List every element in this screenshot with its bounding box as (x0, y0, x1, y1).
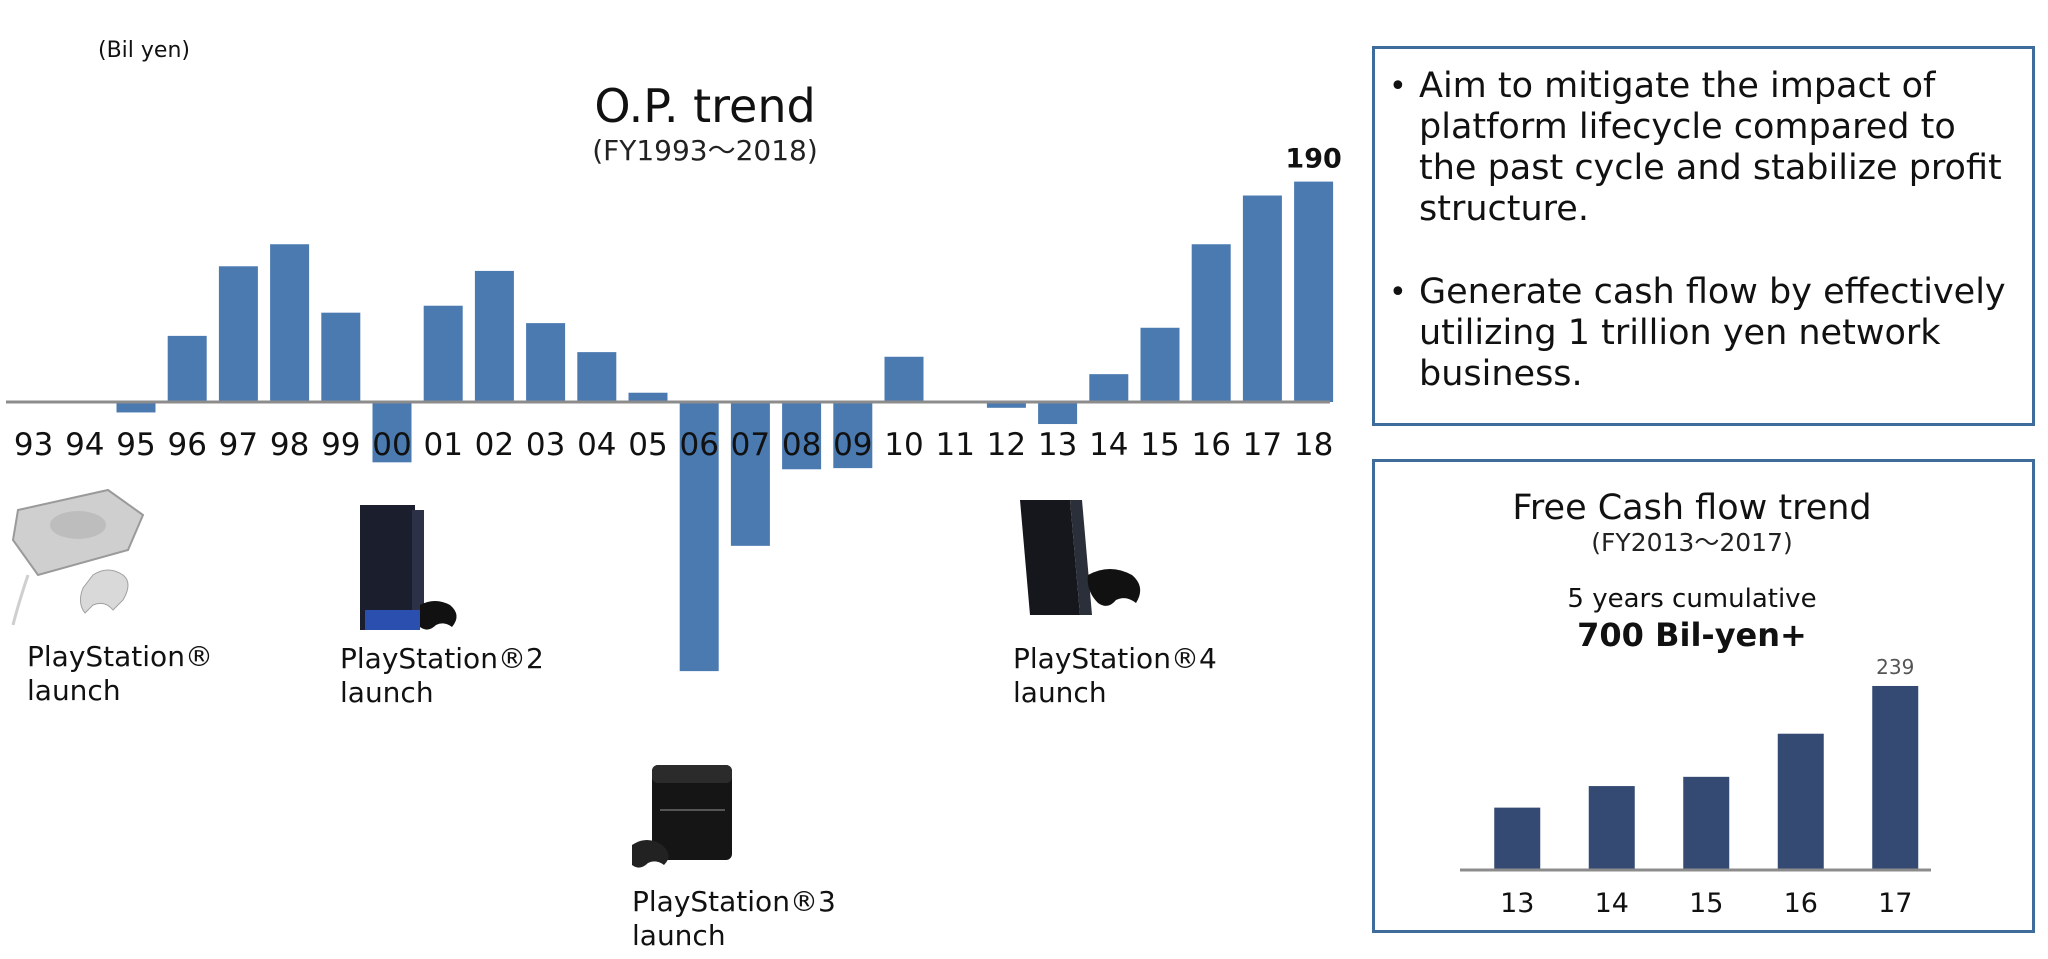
op-bar-08 (782, 402, 822, 470)
op-tick-label: 97 (219, 427, 258, 463)
op-bar-97 (218, 266, 258, 402)
op-tick-label: 96 (167, 427, 206, 463)
op-bar-00 (372, 402, 412, 463)
op-tick-label: 94 (65, 427, 104, 463)
fcf-bar-16 (1777, 733, 1824, 870)
ps1-console-icon (11, 488, 145, 626)
op-tick-label: 16 (1191, 427, 1230, 463)
op-tick-label: 93 (14, 427, 53, 463)
fcf-tick-label: 16 (1784, 888, 1818, 919)
fcf-bar-17 (1872, 685, 1919, 870)
ps4-console-icon (1020, 500, 1141, 615)
op-tick-label: 09 (833, 427, 872, 463)
op-bar-96 (167, 335, 207, 402)
op-tick-label: 00 (372, 427, 411, 463)
bullet-dot-icon: • (1389, 69, 1407, 104)
op-chart-subtitle: (FY1993～2018) (592, 134, 818, 167)
op-tick-label: 07 (731, 427, 770, 463)
ps4-launch-label: PlayStation®4 launch (1013, 642, 1217, 709)
fcf-tick-label: 13 (1500, 888, 1534, 919)
bullet-text: Generate cash flow by effectively utiliz… (1419, 272, 2006, 394)
ps3-console-icon (632, 765, 732, 868)
ps2-launch-label: PlayStation®2 launch (340, 642, 544, 709)
op-tick-label: 11 (935, 427, 974, 463)
strategy-bullets-box: • Aim to mitigate the impact of platform… (1372, 46, 2035, 426)
fcf-tick-label: 17 (1878, 888, 1912, 919)
op-tick-label: 03 (526, 427, 565, 463)
op-tick-label: 14 (1089, 427, 1128, 463)
op-bar-16 (1191, 244, 1231, 402)
op-bar-95 (116, 402, 156, 413)
op-tick-label: 05 (628, 427, 667, 463)
op-tick-label: 15 (1140, 427, 1179, 463)
op-tick-label: 18 (1294, 427, 1333, 463)
op-tick-label: 99 (321, 427, 360, 463)
fcf-data-label: 239 (1876, 655, 1914, 679)
op-tick-label: 12 (987, 427, 1026, 463)
op-tick-label: 08 (782, 427, 821, 463)
bullet-item: • Aim to mitigate the impact of platform… (1389, 66, 2019, 230)
fcf-cumulative-value: 700 Bil-yen+ (1577, 616, 1807, 654)
op-bar-07 (730, 402, 770, 546)
fcf-bar-13 (1494, 807, 1541, 870)
op-bar-13 (1038, 402, 1078, 425)
op-tick-label: 17 (1243, 427, 1282, 463)
op-bar-17 (1242, 195, 1282, 402)
op-bar-06 (679, 402, 719, 672)
op-chart-title: O.P. trend (594, 79, 815, 133)
op-bar-02 (474, 270, 514, 402)
unit-label: (Bil yen) (98, 38, 190, 63)
op-tick-label: 01 (423, 427, 462, 463)
op-tick-label: 04 (577, 427, 616, 463)
op-bar-18 (1294, 181, 1334, 402)
bullet-item: • Generate cash flow by effectively util… (1389, 272, 2019, 395)
op-data-label: 190 (1285, 144, 1341, 175)
op-bar-15 (1140, 327, 1180, 402)
op-tick-label: 06 (679, 427, 718, 463)
op-trend-chart: O.P. trend (FY1993～2018) 93 94 95 96 97 98 99 0… (6, 79, 1342, 672)
fcf-cumulative-label: 5 years cumulative (1567, 584, 1816, 614)
bullet-text: Aim to mitigate the impact of platform l… (1419, 66, 2002, 229)
op-tick-label: 95 (116, 427, 155, 463)
fcf-tick-label: 15 (1689, 888, 1723, 919)
ps2-console-icon (360, 505, 457, 630)
fcf-chart-subtitle: (FY2013～2017) (1591, 528, 1792, 557)
fcf-bar-14 (1588, 786, 1635, 870)
fcf-trend-box: Free Cash flow trend (FY2013～2017) 5 yea… (1372, 459, 2035, 933)
op-tick-label: 13 (1038, 427, 1077, 463)
op-bar-03 (526, 323, 566, 402)
fcf-trend-chart: Free Cash flow trend (FY2013～2017) 5 yea… (1460, 488, 1931, 919)
ps1-launch-label: PlayStation® launch (27, 640, 213, 707)
bullet-dot-icon: • (1389, 275, 1407, 310)
op-tick-label: 10 (884, 427, 923, 463)
op-bar-09 (833, 402, 873, 469)
fcf-bar-15 (1683, 776, 1730, 870)
fcf-tick-label: 14 (1595, 888, 1629, 919)
op-bar-98 (270, 244, 310, 402)
op-bar-12 (986, 402, 1026, 408)
op-bar-05 (628, 392, 668, 402)
op-bar-10 (884, 356, 924, 402)
op-bar-04 (577, 352, 617, 402)
op-tick-label: 98 (270, 427, 309, 463)
fcf-chart-title: Free Cash flow trend (1512, 488, 1871, 528)
op-tick-label: 02 (475, 427, 514, 463)
op-bar-99 (321, 312, 361, 402)
ps3-launch-label: PlayStation®3 launch (632, 885, 836, 952)
op-bar-01 (423, 305, 463, 402)
op-bar-14 (1089, 374, 1129, 402)
